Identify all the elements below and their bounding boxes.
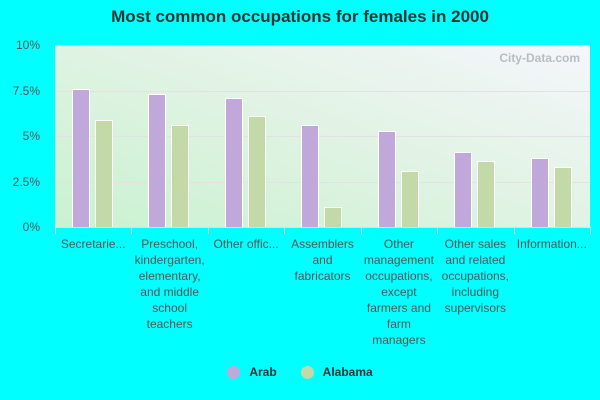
y-tick-label: 10% <box>15 38 40 52</box>
x-tick-label: Assemblers and fabricators <box>291 237 354 283</box>
x-tick <box>437 227 439 234</box>
y-tick-label: 2.5% <box>12 174 40 189</box>
legend-item-alabama[interactable]: Alabama <box>300 365 373 379</box>
x-tick <box>513 227 515 234</box>
x-tick <box>590 227 591 234</box>
bar-alabama[interactable] <box>477 161 496 227</box>
plot-area: City-Data.com <box>55 45 590 228</box>
legend-swatch-icon <box>300 365 314 379</box>
bar-alabama[interactable] <box>400 170 419 227</box>
x-tick <box>360 227 362 234</box>
x-tick-label: Other offic... <box>213 237 279 251</box>
x-tick <box>207 227 209 234</box>
bar-arab[interactable] <box>530 157 549 227</box>
legend-swatch-icon <box>227 365 241 379</box>
bar-alabama[interactable] <box>95 119 113 227</box>
x-tick-label: Secretarie... <box>60 237 126 251</box>
chart-title: Most common occupations for females in 2… <box>111 7 489 26</box>
bar-arab[interactable] <box>224 97 243 227</box>
legend-label: Alabama <box>322 365 373 379</box>
x-tick-label: Preschool, kindergarten, elementary, and mi… <box>134 237 205 331</box>
y-tick-label: 0% <box>22 220 40 234</box>
bar-alabama[interactable] <box>247 115 266 227</box>
x-tick <box>131 227 133 234</box>
y-tick-label: 7.5% <box>12 83 40 98</box>
x-tick-label: Other sales and related occupations, includ… <box>441 237 510 315</box>
legend-label: Arab <box>249 365 277 379</box>
x-tick-label: Other management occupations, except farmers… <box>363 237 434 347</box>
legend-item-arab[interactable]: Arab <box>227 365 277 379</box>
watermark: City-Data.com <box>499 51 580 65</box>
bar-arab[interactable] <box>72 88 90 227</box>
bar-alabama[interactable] <box>324 206 343 227</box>
bar-arab[interactable] <box>148 94 167 227</box>
bar-arab[interactable] <box>454 152 473 227</box>
x-tick <box>55 227 56 234</box>
y-tick-label: 5% <box>22 129 40 143</box>
gridline <box>55 136 590 137</box>
bar-alabama[interactable] <box>171 125 190 227</box>
x-tick <box>284 227 286 234</box>
gridline <box>55 90 590 92</box>
bar-alabama[interactable] <box>553 166 572 227</box>
legend: Arab Alabama <box>0 365 600 382</box>
bar-arab[interactable] <box>301 125 320 227</box>
x-tick-label: Information... <box>516 237 587 251</box>
bar-arab[interactable] <box>377 130 396 227</box>
gridline <box>55 181 590 183</box>
